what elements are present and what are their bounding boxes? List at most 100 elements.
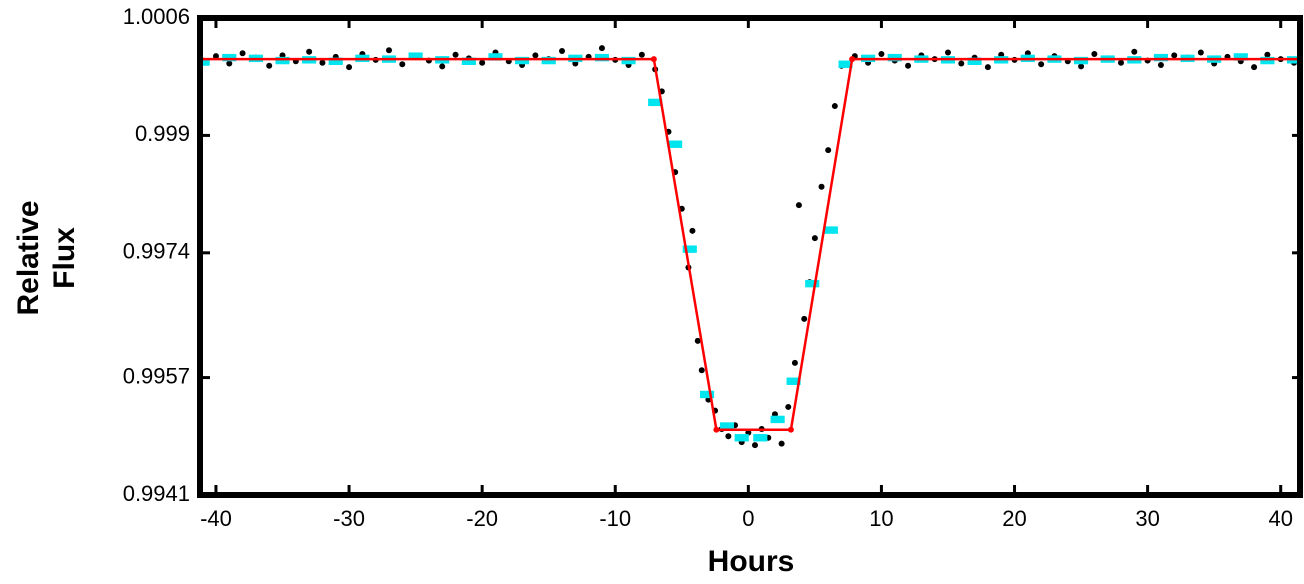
binned-point xyxy=(805,279,820,288)
bin-marker xyxy=(753,434,768,441)
data-point xyxy=(778,440,785,447)
y-tick-label: 0.999 xyxy=(135,121,190,146)
data-point xyxy=(694,337,701,344)
bin-marker xyxy=(967,58,982,65)
x-tick-label: 40 xyxy=(1268,506,1292,531)
bin-marker xyxy=(720,423,735,430)
data-point xyxy=(452,51,459,58)
y-tick-label: 0.9974 xyxy=(123,239,190,264)
binned-point xyxy=(823,226,838,234)
x-tick-label: 0 xyxy=(742,506,754,531)
y-tick-label: 1.0006 xyxy=(123,4,190,29)
x-tick-label: 10 xyxy=(869,506,893,531)
data-point xyxy=(1117,59,1124,66)
binned-point xyxy=(668,140,683,148)
bin-marker xyxy=(668,141,683,148)
bin-marker xyxy=(1153,54,1168,61)
data-point xyxy=(1264,51,1271,58)
data-point xyxy=(795,202,802,209)
data-point xyxy=(306,48,313,55)
bin-marker xyxy=(700,391,715,398)
binned-point xyxy=(734,434,749,442)
data-point xyxy=(801,315,808,322)
data-point xyxy=(751,442,758,449)
bin-marker xyxy=(621,57,636,64)
binned-point xyxy=(770,415,785,424)
data-point xyxy=(385,47,392,54)
binned-point xyxy=(720,422,735,430)
bin-marker xyxy=(1260,57,1275,64)
model-point xyxy=(650,56,657,63)
data-point xyxy=(791,359,798,366)
data-point xyxy=(559,48,566,55)
data-point xyxy=(1197,49,1204,56)
data-point xyxy=(479,59,486,66)
x-axis-label: Hours xyxy=(708,545,795,578)
data-point xyxy=(878,50,885,57)
data-point xyxy=(905,62,912,69)
data-point xyxy=(944,49,951,56)
data-point xyxy=(226,60,233,67)
bin-marker xyxy=(541,57,556,64)
bin-marker xyxy=(461,58,476,65)
plot-frame xyxy=(197,15,1303,498)
bin-marker xyxy=(408,53,423,60)
model-point xyxy=(787,426,794,433)
series-layer xyxy=(200,45,1302,449)
data-point xyxy=(831,103,838,110)
bin-marker xyxy=(515,57,530,64)
data-point xyxy=(532,52,539,59)
bin-marker xyxy=(200,59,210,66)
model-point xyxy=(713,426,720,433)
data-point xyxy=(319,59,326,66)
data-point xyxy=(1131,48,1138,55)
bin-marker xyxy=(838,61,853,68)
bin-marker xyxy=(275,57,290,64)
bin-marker xyxy=(786,378,801,385)
bin-marker xyxy=(1233,53,1248,60)
model-line xyxy=(200,57,1302,431)
y-axis-label: Relative xyxy=(12,200,45,315)
data-point xyxy=(439,63,446,70)
plot-area: -40 -30 -20 -10 0 10 20 30 40 0.9941 0.9957 0.9974 0… xyxy=(123,4,1303,531)
data-point xyxy=(825,147,832,154)
bin-marker xyxy=(805,280,820,287)
x-tick-label: -30 xyxy=(333,506,365,531)
data-point xyxy=(698,367,705,374)
data-point xyxy=(1251,64,1258,71)
bin-marker xyxy=(770,416,785,423)
binned-point xyxy=(753,434,768,442)
y-tick-label: 0.9957 xyxy=(123,363,190,388)
data-point xyxy=(1091,50,1098,57)
model-point xyxy=(849,56,856,63)
bin-marker xyxy=(734,434,749,441)
data-point xyxy=(212,53,219,60)
bin-marker xyxy=(648,99,663,106)
data-point xyxy=(346,64,353,71)
bin-marker xyxy=(682,246,697,253)
data-point xyxy=(785,403,792,410)
data-point xyxy=(811,235,818,242)
data-point xyxy=(958,60,965,67)
bin-marker xyxy=(887,54,902,61)
y-tick-label: 0.9941 xyxy=(123,481,190,506)
data-point xyxy=(399,61,406,68)
data-point xyxy=(266,62,273,69)
data-point xyxy=(598,45,605,52)
bin-marker xyxy=(1074,57,1089,64)
data-point xyxy=(689,227,696,234)
data-point xyxy=(725,433,732,440)
data-point xyxy=(984,64,991,71)
x-tick-label: 30 xyxy=(1135,506,1159,531)
bin-marker xyxy=(222,54,237,61)
y-axis-label: Flux xyxy=(48,227,81,289)
data-point xyxy=(239,50,246,57)
bin-marker xyxy=(328,58,343,65)
x-tick-label: -10 xyxy=(599,506,631,531)
bin-marker xyxy=(594,54,609,61)
x-tick-label: 20 xyxy=(1002,506,1026,531)
data-point xyxy=(1038,61,1045,68)
data-point xyxy=(1157,61,1164,68)
bin-marker xyxy=(823,227,838,234)
